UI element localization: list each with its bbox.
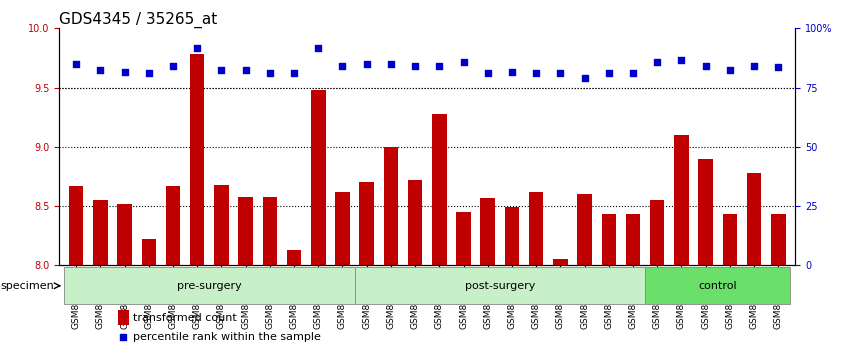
Bar: [311, 90, 326, 354]
Text: GDS4345 / 35265_at: GDS4345 / 35265_at: [59, 12, 217, 28]
Point: [142, 70, 156, 76]
Bar: [262, 197, 277, 354]
Bar: [577, 194, 592, 354]
Text: percentile rank within the sample: percentile rank within the sample: [133, 332, 321, 342]
Point: [699, 63, 712, 69]
Bar: [141, 239, 156, 354]
Bar: [771, 215, 786, 354]
Point: [505, 69, 519, 75]
Bar: [505, 207, 519, 354]
Point: [457, 59, 470, 64]
Bar: [118, 204, 132, 354]
Bar: [432, 114, 447, 354]
Bar: [214, 185, 228, 354]
Point: [190, 46, 204, 51]
Bar: [335, 192, 349, 354]
Point: [167, 63, 180, 69]
Point: [602, 70, 616, 76]
Point: [69, 61, 83, 67]
Bar: [602, 215, 616, 354]
Text: specimen: specimen: [1, 281, 54, 291]
Point: [432, 63, 446, 69]
Text: post-surgery: post-surgery: [464, 281, 535, 291]
Text: pre-surgery: pre-surgery: [177, 281, 242, 291]
FancyBboxPatch shape: [64, 268, 354, 304]
Point: [530, 70, 543, 76]
Bar: [190, 55, 205, 354]
Point: [674, 57, 688, 63]
Point: [336, 63, 349, 69]
Point: [239, 67, 252, 73]
Bar: [166, 186, 180, 354]
Bar: [674, 135, 689, 354]
Point: [360, 61, 373, 67]
FancyBboxPatch shape: [645, 268, 790, 304]
Point: [409, 63, 422, 69]
Point: [481, 70, 495, 76]
Point: [117, 334, 130, 339]
Bar: [456, 212, 471, 354]
Point: [263, 70, 277, 76]
Point: [215, 67, 228, 73]
Point: [94, 67, 107, 73]
Bar: [69, 186, 84, 354]
Bar: [408, 180, 422, 354]
FancyBboxPatch shape: [354, 268, 645, 304]
Point: [651, 59, 664, 64]
Point: [626, 70, 640, 76]
Bar: [93, 200, 107, 354]
Bar: [626, 215, 640, 354]
Bar: [287, 250, 301, 354]
Point: [384, 61, 398, 67]
Point: [288, 70, 301, 76]
Bar: [118, 310, 129, 325]
Bar: [360, 182, 374, 354]
Point: [578, 75, 591, 81]
Bar: [529, 192, 543, 354]
Point: [553, 70, 567, 76]
Bar: [481, 198, 495, 354]
Bar: [383, 147, 398, 354]
Bar: [553, 259, 568, 354]
Bar: [239, 197, 253, 354]
Point: [772, 65, 785, 70]
Bar: [747, 173, 761, 354]
Bar: [699, 159, 713, 354]
Point: [118, 69, 131, 75]
Bar: [650, 200, 664, 354]
Text: transformed count: transformed count: [133, 313, 237, 322]
Text: control: control: [699, 281, 737, 291]
Point: [723, 67, 737, 73]
Point: [311, 46, 325, 51]
Bar: [722, 215, 737, 354]
Point: [747, 63, 761, 69]
